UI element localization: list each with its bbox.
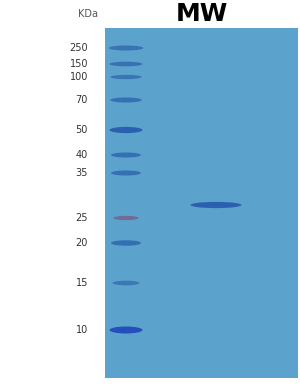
Ellipse shape bbox=[113, 216, 139, 220]
Text: 150: 150 bbox=[70, 59, 88, 69]
Ellipse shape bbox=[111, 170, 141, 176]
Ellipse shape bbox=[110, 75, 142, 79]
Text: 35: 35 bbox=[76, 168, 88, 178]
Text: 250: 250 bbox=[69, 43, 88, 53]
Ellipse shape bbox=[110, 326, 142, 333]
Text: 25: 25 bbox=[76, 213, 88, 223]
Text: MW: MW bbox=[175, 2, 228, 26]
Ellipse shape bbox=[110, 98, 142, 103]
Ellipse shape bbox=[109, 46, 143, 51]
Text: 100: 100 bbox=[70, 72, 88, 82]
Ellipse shape bbox=[111, 152, 141, 158]
Ellipse shape bbox=[110, 62, 142, 66]
Text: 50: 50 bbox=[76, 125, 88, 135]
Bar bbox=[105, 28, 298, 378]
Text: 70: 70 bbox=[76, 95, 88, 105]
Ellipse shape bbox=[110, 127, 142, 133]
Text: KDa: KDa bbox=[78, 9, 98, 19]
Text: 40: 40 bbox=[76, 150, 88, 160]
Text: 15: 15 bbox=[76, 278, 88, 288]
Ellipse shape bbox=[111, 240, 141, 246]
Text: 10: 10 bbox=[76, 325, 88, 335]
Ellipse shape bbox=[190, 202, 242, 208]
Ellipse shape bbox=[112, 281, 140, 285]
Text: 20: 20 bbox=[76, 238, 88, 248]
